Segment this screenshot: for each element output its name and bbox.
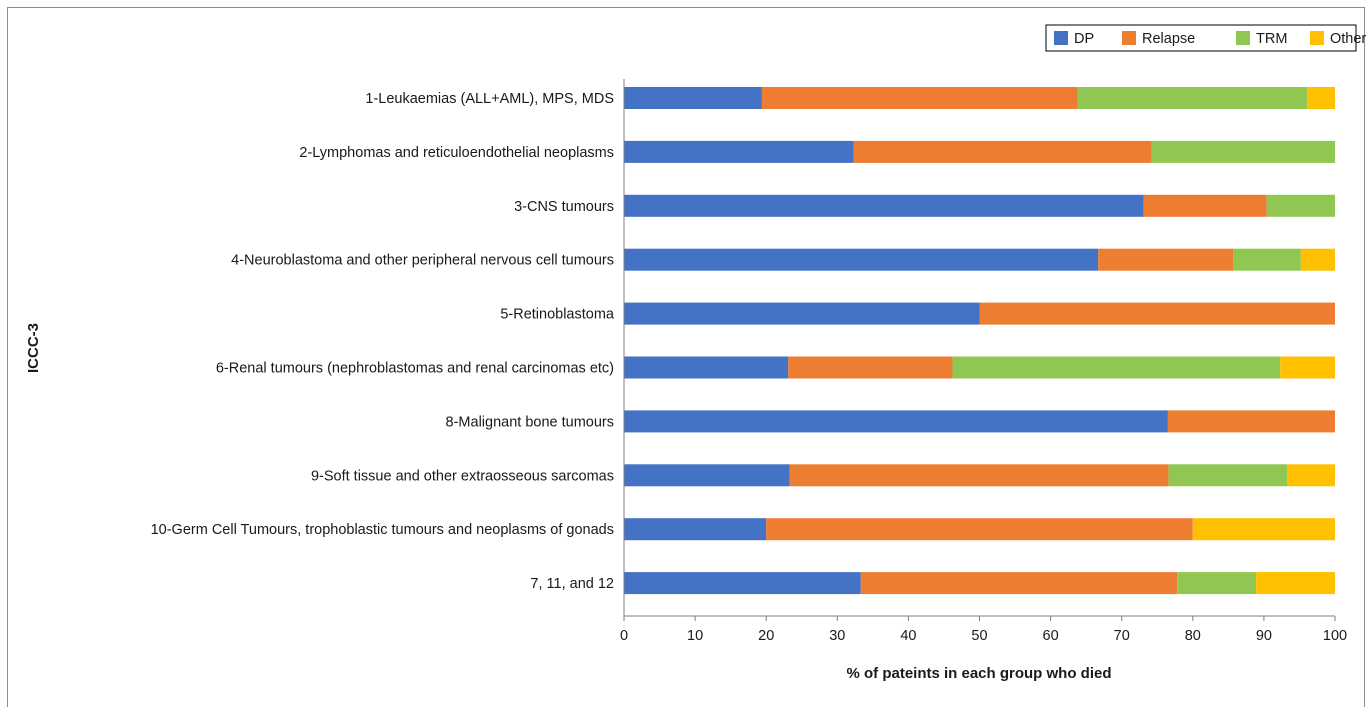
chart-frame: DP Relapse TRM Other 1-Leukaemias (ALL+AML)…	[7, 7, 1366, 707]
bar-dp-10	[624, 572, 861, 595]
legend-box	[1045, 24, 1357, 52]
bar-dp-4	[624, 248, 1099, 271]
bar-dp-9	[624, 518, 767, 541]
x-tick-label: 10	[687, 628, 703, 644]
stacked-bar-chart: DP Relapse TRM Other 1-Leukaemias (ALL+AML)…	[25, 24, 1366, 682]
bar-relapse-9	[766, 518, 1193, 541]
x-tick-label: 30	[829, 628, 845, 644]
x-tick-label: 0	[620, 628, 628, 644]
bar-trm-2	[1151, 140, 1335, 163]
legend-label-trm: TRM	[1256, 31, 1287, 47]
bar-trm-10	[1177, 572, 1257, 595]
legend-label-other: Other	[1330, 31, 1366, 47]
x-ticks: 0 10 20 30 40 50 60 70 80 90 100	[620, 616, 1347, 644]
bar-trm-8	[1168, 464, 1288, 487]
y-axis-label: ICCC-3	[25, 323, 42, 373]
bar-trm-4	[1233, 248, 1301, 271]
bar-relapse-6	[788, 356, 953, 379]
category-label: 10-Germ Cell Tumours, trophoblastic tumo…	[151, 522, 614, 538]
bar-dp-8	[624, 464, 790, 487]
bar-relapse-7	[1167, 410, 1335, 433]
bar-relapse-8	[789, 464, 1169, 487]
bar-other-9	[1192, 518, 1335, 541]
bar-relapse-2	[853, 140, 1152, 163]
bar-other-8	[1287, 464, 1335, 487]
x-tick-label: 60	[1043, 628, 1059, 644]
bar-relapse-1	[761, 87, 1078, 109]
legend-swatch-trm	[1236, 31, 1250, 45]
bar-relapse-3	[1143, 194, 1267, 217]
bar-dp-6	[624, 356, 789, 379]
bar-dp-3	[624, 194, 1144, 217]
bar-trm-1	[1077, 87, 1308, 109]
x-tick-label: 20	[758, 628, 774, 644]
bar-dp-1	[624, 87, 762, 109]
bar-relapse-10	[860, 572, 1178, 595]
bar-other-6	[1280, 356, 1335, 379]
category-label: 6-Renal tumours (nephroblastomas and ren…	[216, 361, 614, 377]
category-labels: 1-Leukaemias (ALL+AML), MPS, MDS 2-Lympho…	[151, 91, 615, 592]
bar-trm-6	[952, 356, 1281, 379]
x-tick-label: 50	[971, 628, 987, 644]
bar-relapse-4	[1098, 248, 1234, 271]
legend-swatch-other	[1310, 31, 1324, 45]
x-axis-label: % of pateints in each group who died	[846, 665, 1111, 682]
category-label: 5-Retinoblastoma	[500, 307, 615, 323]
bar-relapse-5	[979, 302, 1335, 325]
x-tick-label: 80	[1185, 628, 1201, 644]
x-tick-label: 70	[1114, 628, 1130, 644]
bar-other-10	[1256, 572, 1335, 595]
category-label: 9-Soft tissue and other extraosseous sar…	[311, 468, 614, 484]
category-label: 3-CNS tumours	[514, 199, 614, 215]
category-label: 1-Leukaemias (ALL+AML), MPS, MDS	[365, 91, 614, 107]
category-label: 8-Malignant bone tumours	[446, 414, 614, 430]
bar-other-1	[1307, 87, 1335, 109]
category-label: 4-Neuroblastoma and other peripheral ner…	[231, 253, 614, 269]
legend: DP Relapse TRM Other	[1045, 24, 1366, 52]
bar-dp-2	[624, 140, 854, 163]
x-tick-label: 100	[1323, 628, 1347, 644]
bar-dp-5	[624, 302, 980, 325]
legend-swatch-dp	[1054, 31, 1068, 45]
category-label: 2-Lymphomas and reticuloendothelial neop…	[299, 145, 614, 161]
bars	[624, 87, 1335, 595]
x-tick-label: 40	[900, 628, 916, 644]
bar-trm-3	[1266, 194, 1335, 217]
bar-other-4	[1300, 248, 1335, 271]
bar-dp-7	[624, 410, 1168, 433]
legend-swatch-relapse	[1122, 31, 1136, 45]
x-tick-label: 90	[1256, 628, 1272, 644]
legend-label-dp: DP	[1074, 31, 1094, 47]
legend-label-relapse: Relapse	[1142, 31, 1195, 47]
category-label: 7, 11, and 12	[530, 576, 614, 592]
